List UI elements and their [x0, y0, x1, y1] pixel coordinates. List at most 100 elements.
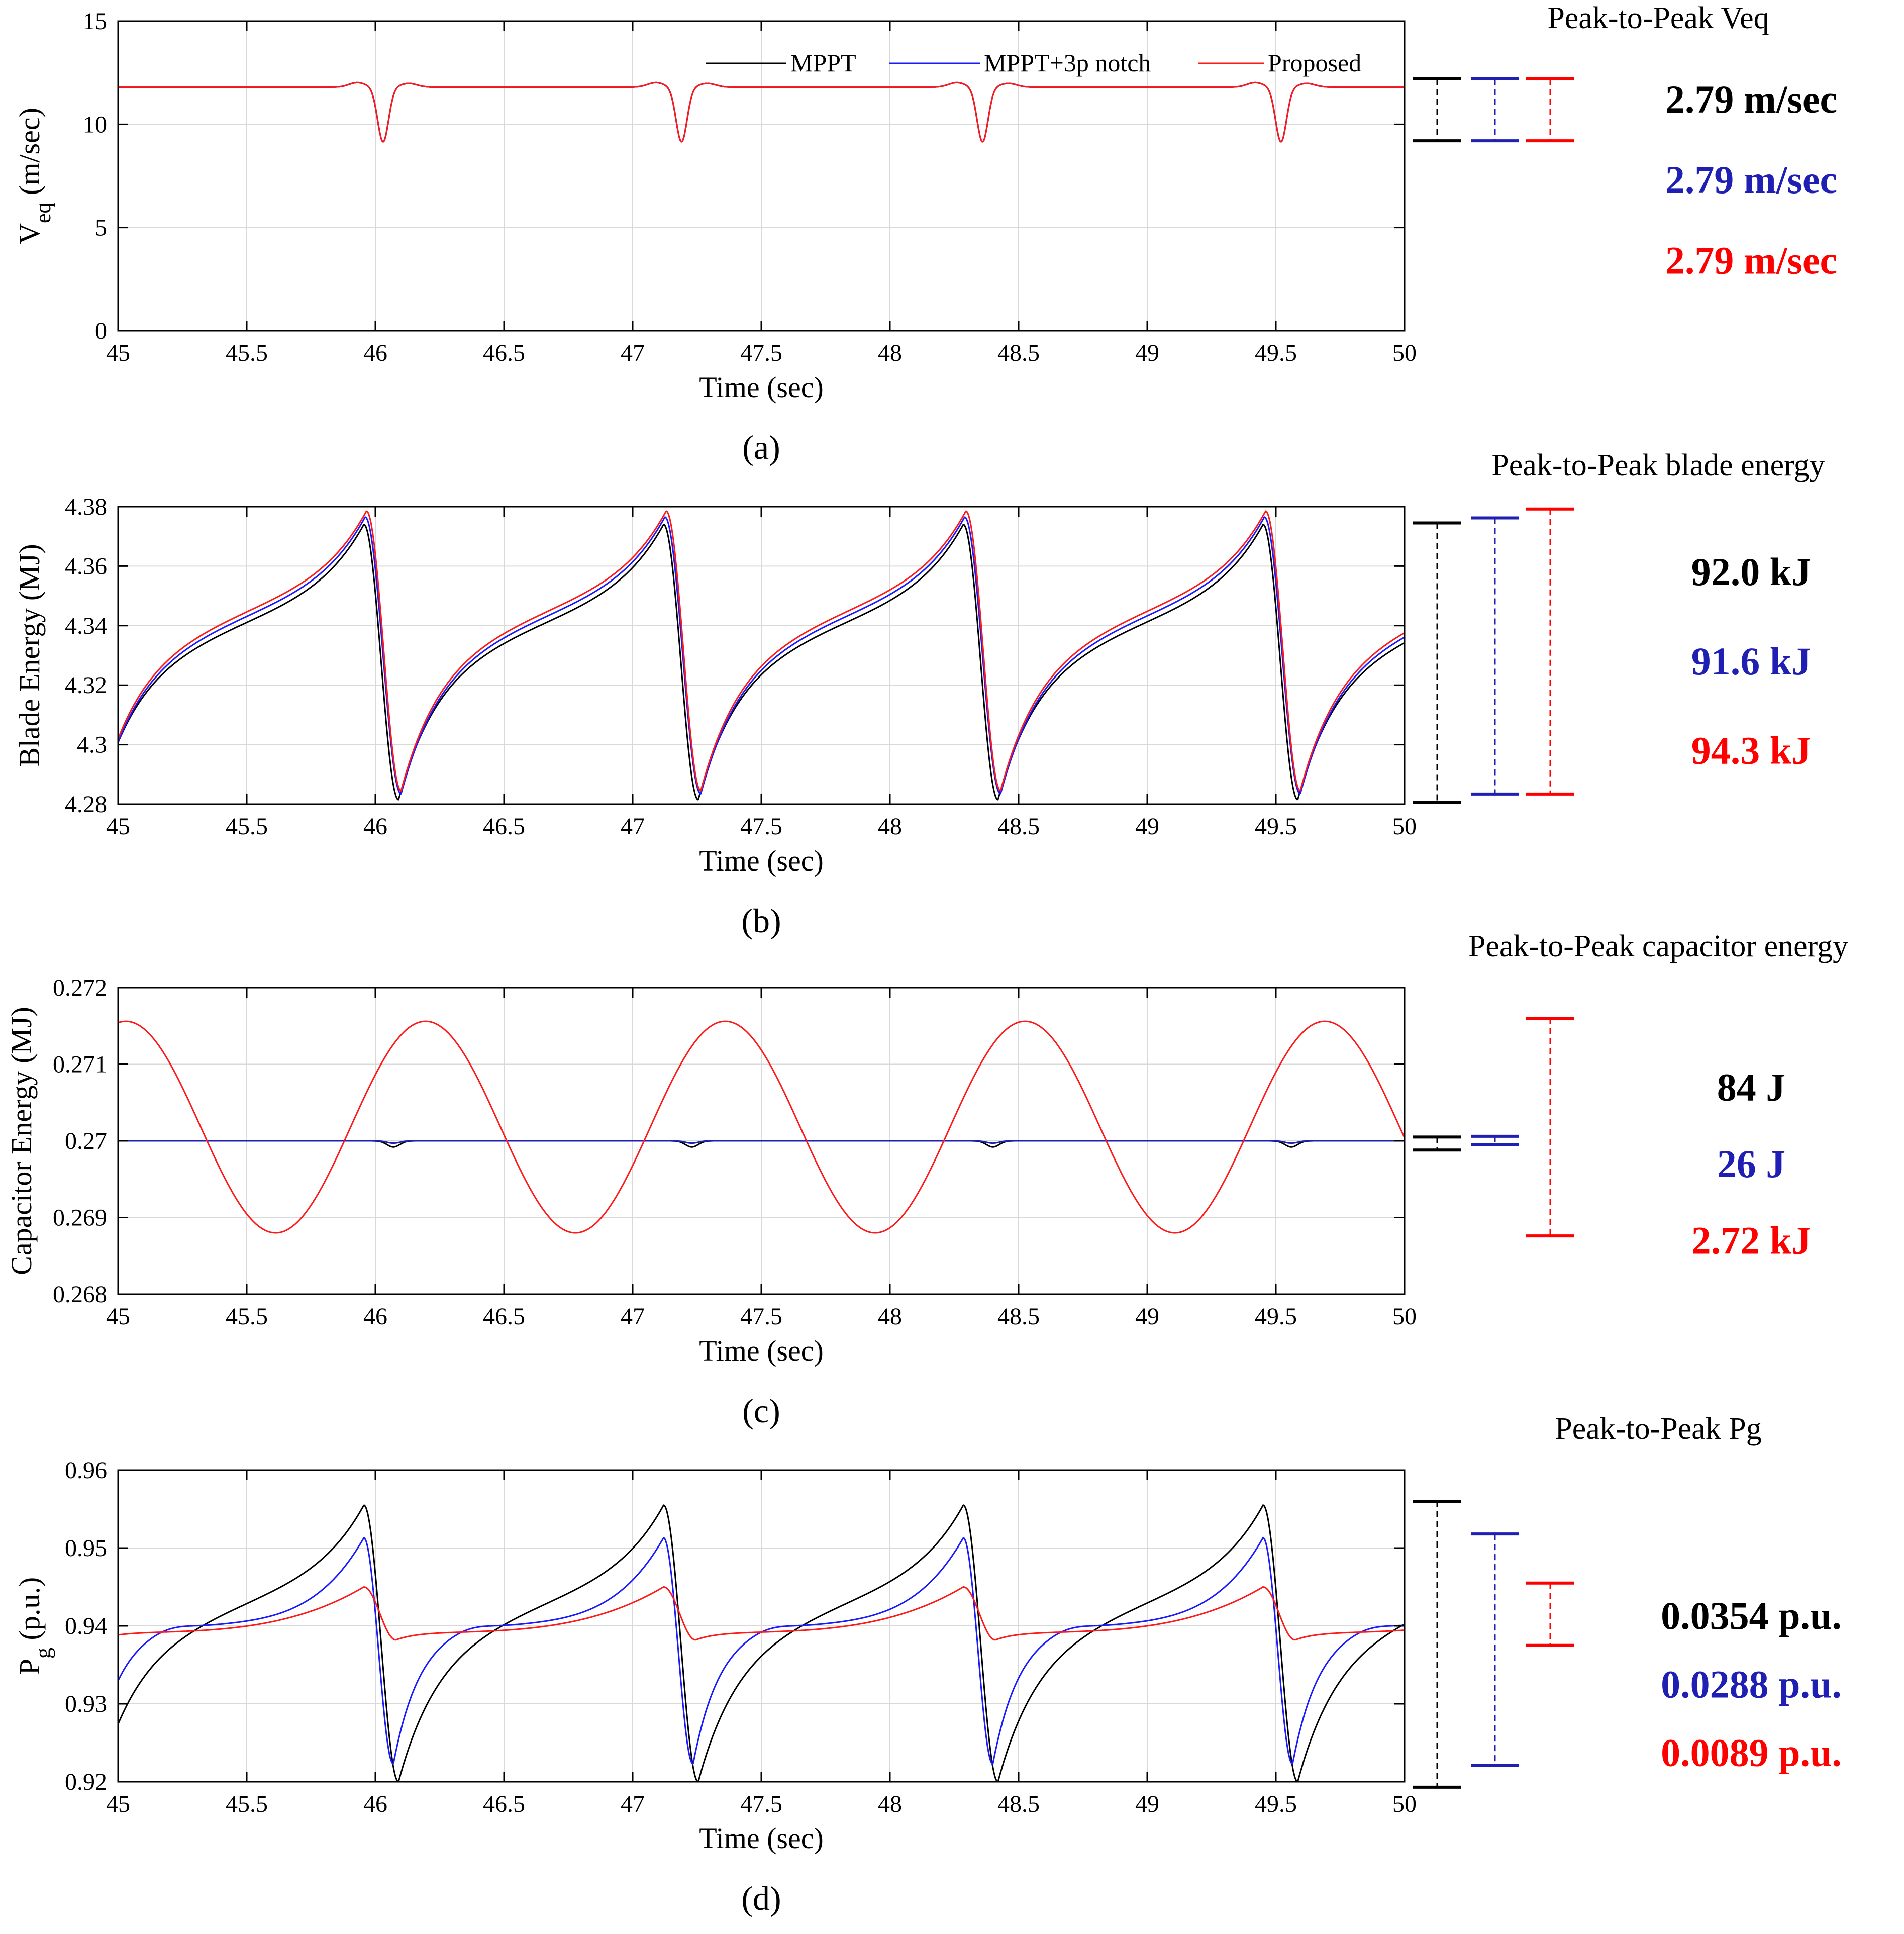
x-tick-label: 50 — [1392, 813, 1417, 840]
peak-to-peak-title: Peak-to-Peak Veq — [1547, 1, 1769, 35]
x-tick-label: 47.5 — [740, 1303, 782, 1330]
y-tick-label: 4.36 — [65, 553, 107, 579]
y-axis-label: Pg (p.u.) — [13, 1577, 55, 1675]
panel-caption: (d) — [741, 1879, 781, 1917]
y-axis-label: Blade Energy (MJ) — [13, 544, 46, 767]
x-tick-label: 49.5 — [1255, 1791, 1297, 1817]
x-tick-label: 47 — [621, 1303, 645, 1330]
y-tick-label: 4.34 — [65, 613, 107, 639]
peak-to-peak-title: Peak-to-Peak capacitor energy — [1468, 929, 1848, 963]
x-tick-label: 48.5 — [997, 1303, 1040, 1330]
x-tick-label: 49.5 — [1255, 1303, 1297, 1330]
y-axis-label-main: Blade Energy (MJ) — [13, 544, 46, 767]
ptp-value: 2.79 m/sec — [1665, 238, 1837, 282]
series-group — [118, 81, 1405, 143]
ptp-value: 26 J — [1717, 1142, 1786, 1186]
y-axis-label: Capacitor Energy (MJ) — [5, 1007, 38, 1275]
x-tick-label: 45 — [106, 340, 130, 366]
y-tick-label: 0.96 — [65, 1457, 107, 1484]
y-axis-label-main: V — [13, 223, 46, 244]
x-tick-label: 46 — [363, 340, 387, 366]
x-tick-label: 48 — [878, 1791, 902, 1817]
series-line-proposed — [118, 81, 1405, 143]
y-tick-label: 0.93 — [65, 1691, 107, 1717]
ptp-value: 2.79 m/sec — [1665, 77, 1837, 121]
y-tick-label: 0.272 — [53, 975, 107, 1001]
panel-caption: (a) — [742, 428, 780, 466]
x-tick-label: 49 — [1135, 1791, 1159, 1817]
x-tick-label: 46.5 — [483, 340, 525, 366]
legend-label: MPPT — [790, 49, 856, 77]
ptp-value: 92.0 kJ — [1691, 550, 1811, 594]
x-tick-label: 46.5 — [483, 1303, 525, 1330]
series-group — [118, 510, 1405, 801]
x-tick-label: 46 — [363, 813, 387, 840]
x-tick-label: 46.5 — [483, 1791, 525, 1817]
x-tick-label: 49.5 — [1255, 340, 1297, 366]
x-tick-label: 50 — [1392, 340, 1417, 366]
y-tick-label: 0.268 — [53, 1281, 107, 1308]
y-tick-label: 4.38 — [65, 494, 107, 520]
ptp-value: 0.0354 p.u. — [1661, 1594, 1842, 1637]
x-tick-label: 45.5 — [226, 1791, 268, 1817]
y-tick-label: 0.269 — [53, 1205, 107, 1231]
x-tick-label: 49 — [1135, 340, 1159, 366]
ptp-bar-mppt — [1413, 77, 1461, 143]
y-tick-label: 0 — [95, 318, 107, 344]
x-tick-label: 49 — [1135, 813, 1159, 840]
ptp-bar-mppt — [1413, 1135, 1461, 1152]
ptp-bar-mppt-3p-notch — [1471, 1134, 1519, 1146]
y-axis-label-main: P — [13, 1659, 46, 1675]
ptp-bar-proposed — [1526, 1017, 1574, 1238]
x-tick-label: 48 — [878, 813, 902, 840]
x-tick-label: 46 — [363, 1303, 387, 1330]
y-tick-label: 0.95 — [65, 1535, 107, 1562]
legend-label: Proposed — [1268, 49, 1361, 77]
ptp-value: 2.79 m/sec — [1665, 158, 1837, 202]
ptp-bar-proposed — [1526, 507, 1574, 796]
x-tick-label: 46 — [363, 1791, 387, 1817]
x-axis-label: Time (sec) — [699, 371, 824, 404]
y-tick-label: 0.27 — [65, 1128, 107, 1154]
legend-label: MPPT+3p notch — [984, 49, 1151, 77]
panel-caption: (b) — [741, 902, 781, 940]
ptp-bar-proposed — [1526, 1581, 1574, 1647]
x-tick-label: 50 — [1392, 1791, 1417, 1817]
x-tick-label: 45.5 — [226, 340, 268, 366]
y-tick-label: 4.32 — [65, 672, 107, 699]
x-tick-label: 45 — [106, 1791, 130, 1817]
chart-panel-c: 45 45.5 46 46.5 47 47.5 48 48.5 49 49.5 50 0.268 0.2… — [5, 929, 1848, 1430]
chart-panel-b: 45 45.5 46 46.5 47 47.5 48 48.5 49 49.5 504.284.34… — [13, 448, 1825, 940]
y-axis-label-unit: (p.u.) — [13, 1577, 46, 1648]
chart-panel-a: 45 45.5 46 46.5 47 47.5 48 48.5 49 49.5 50 0 5 10 15 Ti… — [13, 1, 1837, 466]
x-tick-label: 45.5 — [226, 813, 268, 840]
y-tick-label: 10 — [83, 111, 107, 138]
x-axis-label: Time (sec) — [699, 844, 824, 877]
ptp-value: 0.0288 p.u. — [1661, 1662, 1842, 1706]
series-line-proposed — [118, 1020, 1405, 1234]
x-tick-label: 47 — [621, 813, 645, 840]
series-line-proposed — [118, 1586, 1405, 1641]
y-axis-label-main: Capacitor Energy (MJ) — [5, 1007, 38, 1275]
x-tick-label: 47.5 — [740, 1791, 782, 1817]
x-tick-label: 49.5 — [1255, 813, 1297, 840]
x-tick-label: 48.5 — [997, 1791, 1040, 1817]
y-axis-label-subscript: g — [31, 1648, 55, 1659]
ptp-bar-mppt — [1413, 521, 1461, 805]
ptp-bar-mppt — [1413, 1500, 1461, 1789]
ptp-value: 2.72 kJ — [1691, 1218, 1811, 1262]
x-tick-label: 48 — [878, 1303, 902, 1330]
panel-caption: (c) — [742, 1392, 780, 1430]
x-tick-label: 47.5 — [740, 813, 782, 840]
series-line-mppt — [118, 524, 1405, 801]
ptp-bar-mppt-3p-notch — [1471, 1532, 1519, 1767]
ptp-value: 91.6 kJ — [1691, 639, 1811, 683]
x-tick-label: 48.5 — [997, 340, 1040, 366]
x-tick-label: 45.5 — [226, 1303, 268, 1330]
x-tick-label: 47.5 — [740, 340, 782, 366]
x-tick-label: 48 — [878, 340, 902, 366]
x-tick-label: 49 — [1135, 1303, 1159, 1330]
x-tick-label: 47 — [621, 1791, 645, 1817]
series-line-mppt-3p-notch — [118, 1140, 1405, 1144]
